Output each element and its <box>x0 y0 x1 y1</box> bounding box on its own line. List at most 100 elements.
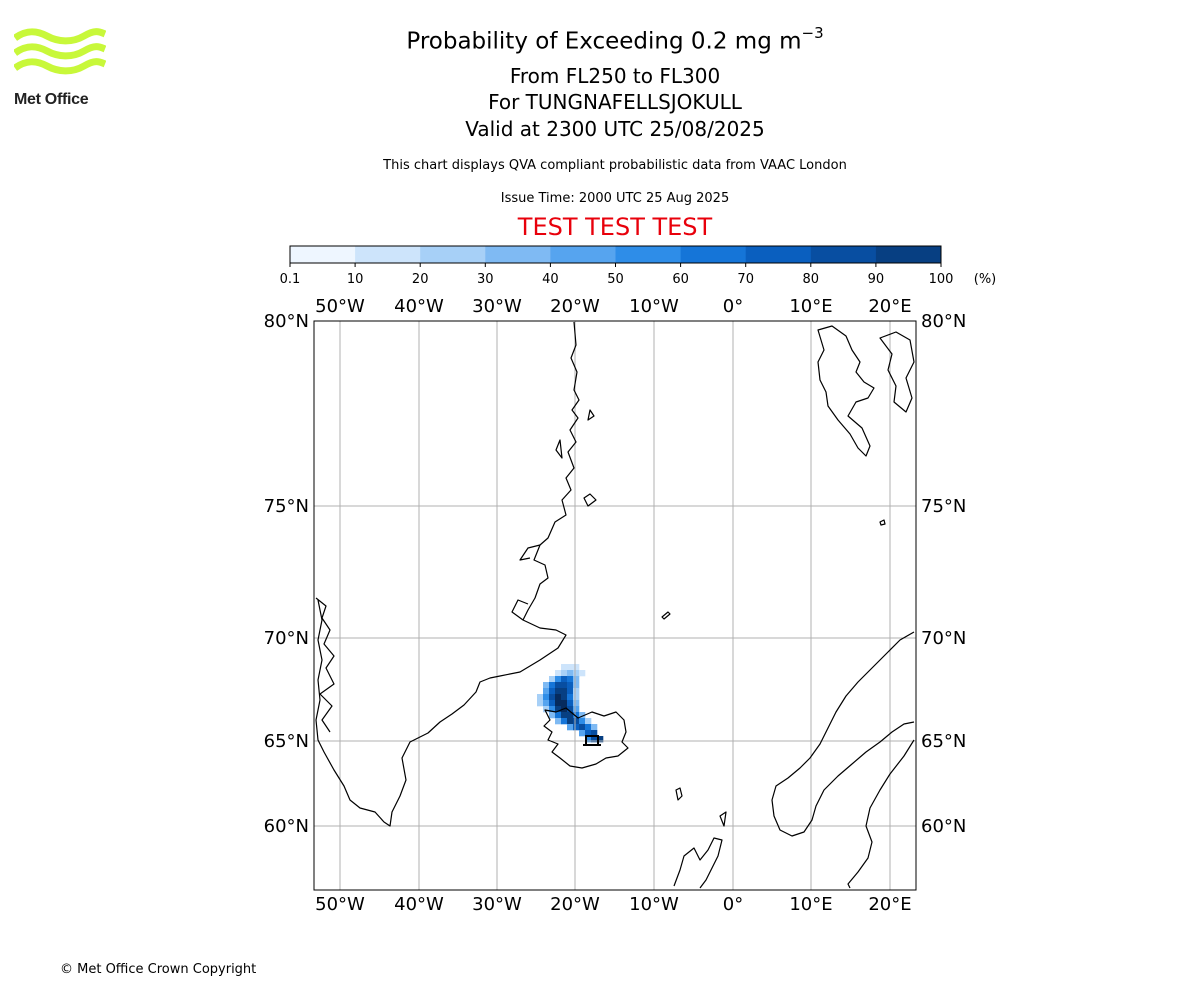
plume-cell <box>579 724 586 731</box>
lon-label: 30°W <box>472 894 522 915</box>
coastline-greenland-inlet-4 <box>555 439 563 459</box>
plume-cell <box>549 688 556 695</box>
plume-cell <box>579 718 586 725</box>
plume-cell <box>555 706 562 713</box>
colorbar-tick-label: 80 <box>803 272 820 287</box>
plume-cell <box>549 700 556 707</box>
colorbar-tick-label: 10 <box>347 272 364 287</box>
valid-time: Valid at 2300 UTC 25/08/2025 <box>465 117 765 141</box>
plume-cell <box>567 694 574 701</box>
lat-labels-right: 80°N 75°N 70°N 65°N 60°N <box>921 311 966 837</box>
colorbar-cell <box>745 246 812 263</box>
colorbar-cell <box>550 246 616 263</box>
lon-label: 20°W <box>550 296 600 317</box>
lon-label: 40°W <box>394 296 444 317</box>
logo-wave-1 <box>14 28 106 45</box>
coastline-shetland <box>719 811 727 827</box>
plume-cell <box>585 730 592 737</box>
coastline-iceland <box>543 707 629 769</box>
met-office-logo-text: Met Office <box>14 91 89 108</box>
plume-cell <box>585 724 592 731</box>
colorbar-tick-label: 60 <box>672 272 689 287</box>
coastline-greenland-inlet-3 <box>583 493 597 507</box>
colorbar-tick-label: 70 <box>737 272 754 287</box>
plume-cell <box>567 670 574 677</box>
coastline-greenland-west <box>315 597 335 733</box>
plume-cell <box>561 700 568 707</box>
colorbar-ticks: 0.1 10 20 30 40 50 60 70 80 90 100 <box>280 263 954 287</box>
colorbar-cell <box>680 246 747 263</box>
coastline-faroes <box>675 787 683 801</box>
lon-label: 20°E <box>868 894 911 915</box>
plume-cell <box>591 730 598 737</box>
coastline-svalbard-east <box>879 331 915 413</box>
volcano-marker <box>583 735 601 746</box>
plume-cell <box>561 670 568 677</box>
plume-cell <box>567 718 574 725</box>
colorbar-cell <box>290 246 356 263</box>
colorbar-cell <box>485 246 551 263</box>
plume-cell <box>591 736 598 743</box>
colorbar-tick-label: 20 <box>412 272 429 287</box>
plume-cell <box>567 712 574 719</box>
lon-label: 10°E <box>789 296 832 317</box>
volcano-name: For TUNGNAFELLSJOKULL <box>488 90 742 114</box>
plume-cell <box>543 694 550 701</box>
lon-label: 20°W <box>550 894 600 915</box>
lon-label: 10°W <box>629 296 679 317</box>
plume-cell <box>573 706 580 713</box>
plume-cell <box>561 718 568 725</box>
lat-label: 60°N <box>264 816 309 837</box>
plume-cell <box>561 676 568 683</box>
coastline-jan-mayen <box>661 611 671 620</box>
plume-cell <box>573 676 580 683</box>
lon-label: 50°W <box>315 894 365 915</box>
plume-cell <box>573 712 580 719</box>
plume-cell <box>555 688 562 695</box>
colorbar-cell <box>420 246 486 263</box>
coastlines <box>315 321 915 889</box>
plume-cell <box>549 682 556 689</box>
plume-cell <box>555 694 562 701</box>
colorbar-tick-label: 40 <box>542 272 559 287</box>
lon-label: 0° <box>723 894 743 915</box>
plume-cell <box>567 682 574 689</box>
plume-cell <box>543 706 550 713</box>
coastline-scotland <box>673 837 723 889</box>
coastline-norway <box>771 631 915 837</box>
plume-cell <box>567 676 574 683</box>
issue-time: Issue Time: 2000 UTC 25 Aug 2025 <box>500 191 730 206</box>
plume-cell <box>573 694 580 701</box>
colorbar-cell <box>615 246 682 263</box>
plume-cell <box>573 718 580 725</box>
plume-cell <box>555 700 562 707</box>
lat-label: 80°N <box>264 311 309 332</box>
plume-cell <box>549 706 556 713</box>
plume-cell <box>561 682 568 689</box>
plume-cell <box>573 664 580 671</box>
plume-cell <box>555 676 562 683</box>
logo-wave-2 <box>14 43 106 60</box>
lat-label: 60°N <box>921 816 966 837</box>
plume-cell <box>561 688 568 695</box>
lon-label: 0° <box>723 296 743 317</box>
colorbar-tick-label: 90 <box>868 272 885 287</box>
plume-cell <box>543 700 550 707</box>
plume-cell <box>567 664 574 671</box>
plume-cell <box>567 688 574 695</box>
copyright: © Met Office Crown Copyright <box>60 962 257 977</box>
plume-cell <box>555 718 562 725</box>
plume-cell <box>549 676 556 683</box>
colorbar-tick-label: 50 <box>607 272 624 287</box>
lon-labels-bottom: 50°W 40°W 30°W 20°W 10°W 0° 10°E 20°E <box>315 894 911 915</box>
colorbar-tick-label: 100 <box>929 272 954 287</box>
plume-cell <box>537 694 544 701</box>
plume-cell <box>561 694 568 701</box>
map-gridlines <box>314 320 916 890</box>
lat-labels-left: 80°N 75°N 70°N 65°N 60°N <box>264 311 309 837</box>
colorbar-cell <box>810 246 877 263</box>
plume-cell <box>573 682 580 689</box>
colorbar-tick-label: 0.1 <box>280 272 301 287</box>
lat-label: 70°N <box>264 628 309 649</box>
